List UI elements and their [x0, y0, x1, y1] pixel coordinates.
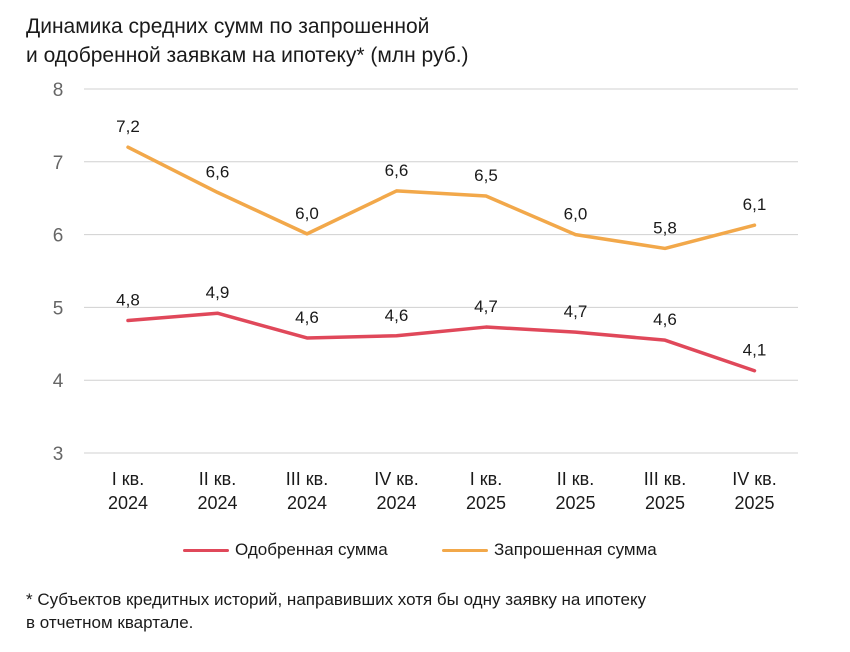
x-tick-label-year: 2024	[197, 493, 237, 513]
x-axis-ticks: I кв. 2024 II кв. 2024 III кв. 2024 IV кв. 2024…	[108, 469, 777, 513]
legend-swatch-approved	[183, 548, 229, 552]
y-axis-ticks: 3 4 5 6 7 8	[53, 80, 64, 465]
legend-item-approved: Одобренная сумма	[183, 540, 388, 560]
x-tick-label-quarter: II кв.	[557, 469, 594, 489]
x-tick-label-year: 2024	[376, 493, 416, 513]
y-tick-label: 6	[53, 226, 64, 247]
x-tick-label-quarter: I кв.	[112, 469, 144, 489]
data-label-requested: 6,5	[474, 166, 498, 185]
x-tick-label-year: 2025	[645, 493, 685, 513]
x-tick-label-year: 2024	[287, 493, 327, 513]
y-tick-label: 5	[53, 298, 64, 319]
data-label-requested: 6,0	[295, 204, 319, 223]
data-label-approved: 4,9	[206, 283, 230, 302]
footnote-line-2: в отчетном квартале.	[26, 613, 194, 632]
data-labels: 4,8 4,9 4,6 4,6 4,7 4,7 4,6 4,1 7,2 6,6 6,0 6,6 6,5 6…	[116, 117, 766, 359]
data-label-requested: 7,2	[116, 117, 140, 136]
legend-label-approved: Одобренная сумма	[235, 540, 388, 559]
series-line-approved	[126, 311, 757, 373]
chart-title-line-2: и одобренной заявкам на ипотеку* (млн ру…	[26, 44, 469, 67]
x-tick-label-year: 2025	[734, 493, 774, 513]
data-label-requested: 6,0	[564, 205, 588, 224]
data-label-approved: 4,1	[743, 341, 767, 360]
x-tick-label-quarter: III кв.	[286, 469, 328, 489]
data-label-requested: 6,6	[206, 162, 230, 181]
data-label-approved: 4,7	[564, 302, 588, 321]
legend-item-requested: Запрошенная сумма	[442, 540, 657, 560]
data-label-requested: 5,8	[653, 218, 677, 237]
series-line-requested	[126, 145, 757, 251]
data-label-approved: 4,7	[474, 297, 498, 316]
y-tick-label: 8	[53, 80, 64, 101]
chart-title: Динамика средних сумм по запрошенной и о…	[26, 12, 626, 70]
data-label-requested: 6,6	[385, 161, 409, 180]
x-tick-label-year: 2024	[108, 493, 148, 513]
x-tick-label-year: 2025	[466, 493, 506, 513]
data-label-requested: 6,1	[743, 195, 767, 214]
y-tick-label: 3	[53, 444, 64, 465]
x-tick-label-quarter: I кв.	[470, 469, 502, 489]
x-tick-label-quarter: II кв.	[199, 469, 236, 489]
legend-swatch-requested	[442, 548, 488, 552]
chart-title-line-1: Динамика средних сумм по запрошенной	[26, 15, 430, 38]
data-label-approved: 4,6	[653, 310, 677, 329]
x-tick-label-year: 2025	[555, 493, 595, 513]
x-tick-label-quarter: III кв.	[644, 469, 686, 489]
data-label-approved: 4,8	[116, 291, 140, 310]
data-label-approved: 4,6	[295, 308, 319, 327]
series-lines	[126, 145, 757, 373]
legend-label-requested: Запрошенная сумма	[494, 540, 657, 559]
y-tick-label: 7	[53, 153, 64, 174]
x-tick-label-quarter: IV кв.	[732, 469, 776, 489]
x-tick-label-quarter: IV кв.	[374, 469, 418, 489]
y-tick-label: 4	[53, 371, 64, 392]
grid-lines	[84, 88, 798, 454]
chart-legend: Одобренная сумма Запрошенная сумма	[0, 540, 850, 564]
data-label-approved: 4,6	[385, 306, 409, 325]
footnote-line-1: * Субъектов кредитных историй, направивш…	[26, 590, 647, 609]
footnote: * Субъектов кредитных историй, направивш…	[26, 588, 806, 634]
